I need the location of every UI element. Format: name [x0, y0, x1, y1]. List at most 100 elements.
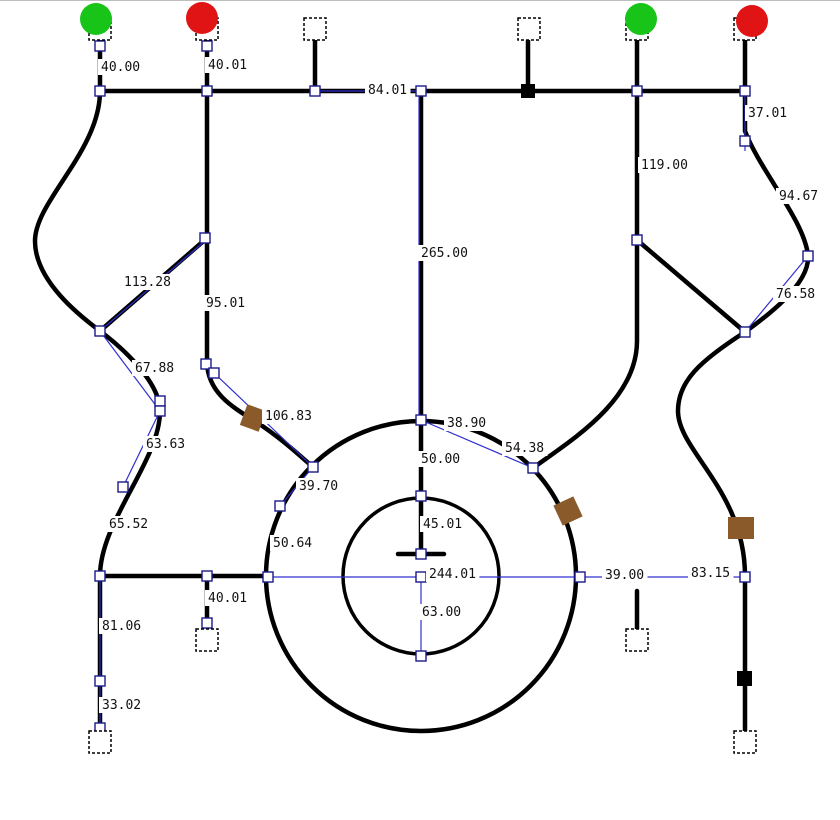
- dimension-label: 40.01: [208, 58, 247, 73]
- obstacle-2[interactable]: [553, 496, 583, 526]
- junction-node[interactable]: [307, 461, 319, 473]
- junction-node[interactable]: [94, 85, 106, 97]
- junction-node[interactable]: [739, 326, 751, 338]
- junction-node[interactable]: [94, 675, 106, 687]
- terminal-box-top-2[interactable]: [517, 17, 541, 41]
- dimension-label-bg: [270, 535, 316, 551]
- dimension-label: 39.00: [605, 568, 644, 583]
- junction-node[interactable]: [117, 481, 129, 493]
- dimension-label: 38.90: [447, 416, 486, 431]
- dimension-label-bg: [502, 440, 548, 456]
- junction-node[interactable]: [208, 367, 220, 379]
- dimension-label-bg: [262, 408, 316, 424]
- obstacle-1[interactable]: [239, 404, 267, 432]
- guide-4: [99, 330, 161, 412]
- junction-node[interactable]: [200, 358, 212, 370]
- signal-light-red[interactable]: [186, 2, 218, 34]
- block-marker-2: [737, 671, 752, 686]
- guide-8: [420, 419, 534, 469]
- dimension-label: 45.01: [423, 517, 462, 532]
- junction-node[interactable]: [631, 85, 643, 97]
- terminal-box-top-1[interactable]: [303, 17, 327, 41]
- dimension-label: 37.01: [748, 106, 787, 121]
- junction-node[interactable]: [739, 571, 751, 583]
- dimension-label: 33.02: [102, 698, 141, 713]
- dimension-label-bg: [203, 295, 249, 311]
- dimension-label-bg: [745, 105, 791, 121]
- dimension-label-bg: [444, 415, 490, 431]
- dimension-label: 50.00: [421, 452, 460, 467]
- junction-node[interactable]: [154, 405, 166, 417]
- junction-node[interactable]: [415, 414, 427, 426]
- track-right-curve: [530, 237, 640, 471]
- junction-node[interactable]: [201, 570, 213, 582]
- terminal-box-bottom-4[interactable]: [733, 730, 757, 754]
- junction-node[interactable]: [739, 85, 751, 97]
- junction-node[interactable]: [262, 571, 274, 583]
- junction-node[interactable]: [199, 232, 211, 244]
- track-second-curve: [204, 235, 316, 470]
- dimension-label-bg: [773, 286, 819, 302]
- dimension-label: 94.67: [779, 189, 818, 204]
- track-right-branch: [634, 237, 748, 335]
- signal-light-green[interactable]: [625, 3, 657, 35]
- signal-light-green[interactable]: [80, 3, 112, 35]
- terminal-box-bottom-1[interactable]: [195, 628, 219, 652]
- junction-node[interactable]: [739, 135, 751, 147]
- junction-node[interactable]: [201, 85, 213, 97]
- junction-node[interactable]: [94, 40, 106, 52]
- dimension-label-bg: [418, 245, 472, 261]
- junction-node[interactable]: [415, 85, 427, 97]
- dimension-label: 50.64: [273, 536, 312, 551]
- dimension-label: 40.00: [101, 60, 140, 75]
- junction-node[interactable]: [415, 571, 427, 583]
- junction-node[interactable]: [527, 462, 539, 474]
- junction-node[interactable]: [574, 571, 586, 583]
- dimension-label: 113.28: [124, 275, 171, 290]
- dimension-label: 40.01: [208, 591, 247, 606]
- dimension-label-bg: [419, 604, 465, 620]
- dimension-label: 83.15: [691, 566, 730, 581]
- dimension-label: 63.63: [146, 437, 185, 452]
- dimension-label-bg: [98, 59, 144, 75]
- dimension-label-bg: [688, 565, 734, 581]
- dimension-label-bg: [121, 274, 175, 290]
- junction-node[interactable]: [415, 650, 427, 662]
- dimension-label: 65.52: [109, 517, 148, 532]
- junction-node[interactable]: [154, 395, 166, 407]
- junction-node[interactable]: [94, 325, 106, 337]
- junction-node[interactable]: [201, 40, 213, 52]
- dimension-label-bg: [132, 360, 178, 376]
- junction-node[interactable]: [415, 490, 427, 502]
- junction-node[interactable]: [309, 85, 321, 97]
- dimension-label-bg: [106, 516, 152, 532]
- junction-node[interactable]: [274, 500, 286, 512]
- dimension-label-bg: [638, 157, 692, 173]
- dimension-label: 95.01: [206, 296, 245, 311]
- dimension-label: 81.06: [102, 619, 141, 634]
- dimension-label: 67.88: [135, 361, 174, 376]
- dimension-label-bg: [602, 567, 648, 583]
- dimension-label-bg: [418, 451, 464, 467]
- dimension-label-bg: [420, 516, 466, 532]
- junction-node[interactable]: [631, 234, 643, 246]
- dimension-label: 244.01: [429, 567, 476, 582]
- dimension-label: 84.01: [368, 83, 407, 98]
- junction-node[interactable]: [415, 548, 427, 560]
- dimension-label-bg: [426, 566, 480, 582]
- dimension-label: 76.58: [776, 287, 815, 302]
- junction-node[interactable]: [94, 570, 106, 582]
- dimension-label: 63.00: [422, 605, 461, 620]
- terminal-box-bottom-2[interactable]: [625, 628, 649, 652]
- dimension-label: 265.00: [421, 246, 468, 261]
- signal-light-red[interactable]: [736, 5, 768, 37]
- junction-node[interactable]: [201, 617, 213, 629]
- dimension-label-bg: [205, 590, 251, 606]
- obstacle-3[interactable]: [728, 517, 754, 539]
- terminal-box-bottom-3[interactable]: [88, 730, 112, 754]
- block-marker-1: [521, 84, 535, 98]
- dimension-label-bg: [296, 478, 342, 494]
- junction-node[interactable]: [802, 250, 814, 262]
